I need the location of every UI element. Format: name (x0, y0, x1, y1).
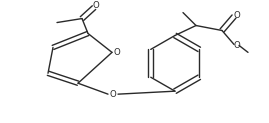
Text: O: O (233, 41, 240, 50)
Text: O: O (93, 1, 99, 10)
Text: O: O (233, 11, 240, 20)
Text: O: O (110, 90, 116, 99)
Text: O: O (114, 48, 120, 57)
